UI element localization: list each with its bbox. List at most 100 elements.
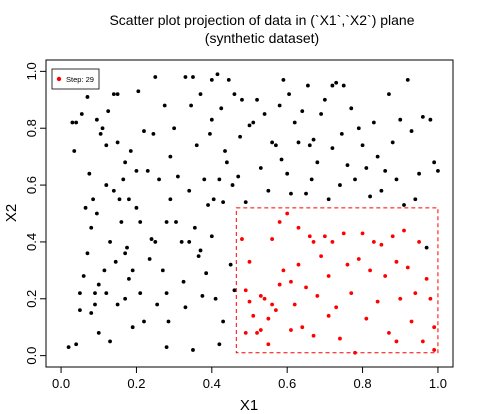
data-point [383, 168, 388, 173]
data-point [96, 330, 101, 335]
data-point [191, 75, 195, 79]
plot-frame [45, 59, 454, 368]
legend-label: Step: 29 [66, 75, 94, 84]
highlighted-point [270, 237, 275, 241]
highlighted-point [338, 336, 342, 341]
data-point [189, 103, 193, 108]
highlighted-point [243, 288, 248, 293]
data-point [198, 248, 203, 253]
data-point [104, 291, 109, 295]
data-point [142, 129, 146, 133]
data-point [217, 342, 222, 347]
data-point [117, 197, 122, 202]
data-point [151, 132, 156, 136]
data-point [279, 157, 284, 162]
x-tick-label: 0.0 [52, 376, 70, 391]
data-point [93, 302, 97, 307]
data-point [96, 282, 101, 287]
data-point [300, 109, 305, 114]
data-point [289, 191, 293, 196]
highlighted-point [296, 225, 301, 230]
data-point [334, 80, 339, 85]
highlighted-point [300, 325, 305, 330]
data-point [420, 114, 425, 119]
data-point [226, 77, 231, 82]
highlighted-point [277, 220, 282, 224]
data-point [371, 120, 376, 125]
data-point [200, 294, 205, 298]
data-point [183, 75, 188, 79]
data-point [157, 177, 161, 182]
legend-marker [56, 76, 62, 82]
data-point [102, 268, 107, 273]
data-point [219, 106, 224, 111]
data-point [123, 296, 128, 301]
data-point [98, 132, 103, 136]
data-point [108, 339, 112, 344]
highlighted-point [334, 305, 339, 310]
data-point [123, 160, 128, 165]
data-point [164, 291, 169, 295]
data-point [130, 268, 135, 273]
data-point [74, 342, 79, 347]
data-point [228, 262, 233, 267]
data-point [379, 188, 384, 193]
data-point [138, 220, 143, 224]
data-point [168, 154, 173, 159]
data-point [213, 296, 218, 301]
data-point [232, 92, 237, 97]
data-point [168, 197, 173, 202]
highlighted-point [432, 348, 437, 352]
data-point [281, 77, 286, 82]
data-point [149, 237, 154, 241]
data-point [394, 177, 399, 182]
data-point [292, 120, 297, 125]
data-point [164, 345, 169, 350]
highlighted-point [364, 316, 369, 321]
highlighted-point [262, 296, 267, 301]
data-point [309, 177, 314, 182]
y-tick-label: 0.6 [24, 176, 39, 194]
data-point [128, 149, 133, 153]
data-point [368, 194, 372, 199]
data-point [353, 177, 357, 182]
data-point [78, 291, 82, 295]
highlighted-point [379, 242, 384, 247]
data-point [319, 112, 324, 116]
data-point [142, 319, 146, 324]
highlighted-point [409, 319, 414, 324]
data-point [72, 149, 77, 153]
data-point [155, 302, 160, 307]
y-tick-label: 0.2 [24, 290, 39, 308]
highlighted-point [375, 299, 380, 304]
data-point [266, 188, 271, 193]
highlighted-point [341, 231, 346, 236]
data-point [134, 205, 139, 210]
data-point [364, 166, 369, 170]
data-point [375, 154, 380, 159]
legend: Step: 29 [51, 68, 100, 90]
data-point [402, 203, 406, 207]
highlighted-point [285, 211, 290, 216]
data-point [230, 183, 235, 187]
highlighted-point [311, 333, 316, 338]
highlighted-point [289, 279, 293, 284]
data-point [175, 174, 180, 179]
data-point [247, 123, 252, 128]
data-point [94, 211, 99, 216]
data-point [85, 95, 90, 99]
data-point [240, 97, 244, 102]
chart-subtitle: (synthetic dataset) [205, 30, 319, 46]
highlighted-point [417, 240, 421, 244]
data-point [85, 251, 90, 256]
highlighted-point [304, 285, 308, 290]
y-tick-label: 0.0 [24, 347, 39, 365]
data-point [145, 168, 150, 173]
data-point [255, 97, 259, 102]
data-point [360, 143, 365, 148]
highlighted-point [345, 262, 350, 267]
data-point [198, 92, 203, 97]
data-point [238, 134, 242, 139]
highlighted-point [428, 296, 433, 301]
data-point [273, 143, 278, 148]
